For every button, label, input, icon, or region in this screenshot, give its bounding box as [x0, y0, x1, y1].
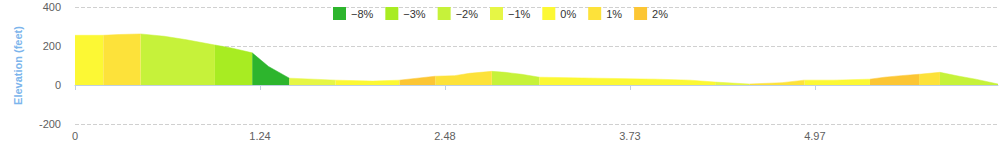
svg-text:4.97: 4.97 — [804, 130, 825, 142]
svg-text:2.48: 2.48 — [434, 130, 455, 142]
svg-text:2%: 2% — [652, 8, 668, 20]
svg-text:−3%: −3% — [403, 8, 426, 20]
svg-text:1%: 1% — [606, 8, 622, 20]
svg-text:-200: -200 — [39, 118, 61, 130]
svg-text:0%: 0% — [560, 8, 576, 20]
svg-text:0: 0 — [55, 79, 61, 91]
svg-text:0: 0 — [72, 130, 78, 142]
svg-text:−2%: −2% — [456, 8, 479, 20]
svg-text:200: 200 — [43, 40, 61, 52]
svg-text:−1%: −1% — [508, 8, 531, 20]
svg-text:Elevation (feet): Elevation (feet) — [12, 26, 24, 105]
svg-text:1.24: 1.24 — [249, 130, 270, 142]
svg-text:400: 400 — [43, 1, 61, 13]
svg-text:3.73: 3.73 — [619, 130, 640, 142]
svg-text:−8%: −8% — [351, 8, 374, 20]
